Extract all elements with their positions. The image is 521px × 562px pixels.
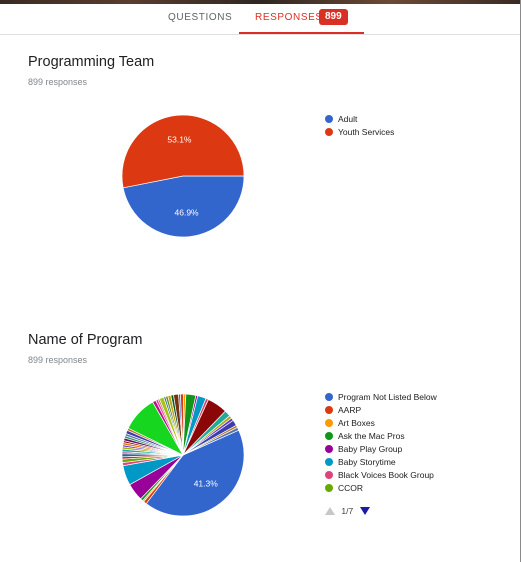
- legend-item: Art Boxes: [325, 417, 437, 430]
- tab-questions[interactable]: QUESTIONS: [168, 12, 233, 23]
- legend-color-swatch: [325, 128, 333, 136]
- legend-label: Program Not Listed Below: [338, 392, 437, 402]
- response-count: 899 responses: [28, 355, 88, 365]
- pie-slice: [122, 175, 245, 238]
- legend-item: CCOR: [325, 482, 437, 495]
- legend-prev-page-icon[interactable]: [325, 506, 335, 515]
- legend-color-swatch: [325, 393, 333, 401]
- legend-color-swatch: [325, 484, 333, 492]
- pie-slice-label: 41.3%: [194, 479, 219, 489]
- legend-label: AARP: [338, 405, 362, 415]
- active-tab-indicator: [239, 32, 364, 34]
- legend-label: Baby Play Group: [338, 444, 403, 454]
- legend-item: Baby Storytime: [325, 456, 437, 469]
- legend-color-swatch: [325, 445, 333, 453]
- response-count: 899 responses: [28, 77, 88, 87]
- legend-page-indicator: 1/7: [341, 505, 354, 516]
- program-name-pie-chart: 41.3%: [121, 393, 245, 517]
- legend-item: AARP: [325, 404, 437, 417]
- pie-slice-label: 46.9%: [175, 207, 200, 217]
- responses-count-badge: 899: [319, 9, 348, 25]
- pie-slice: [182, 426, 240, 456]
- legend-label: Ask the Mac Pros: [338, 431, 405, 441]
- legend-label: Adult: [338, 114, 358, 124]
- legend-item: Ask the Mac Pros: [325, 430, 437, 443]
- question-title: Programming Team: [28, 54, 155, 70]
- question-title: Name of Program: [28, 332, 143, 348]
- pie-slice: [121, 114, 245, 189]
- legend-item: Youth Services: [325, 126, 394, 139]
- programming-team-legend: Adult Youth Services: [325, 113, 394, 139]
- header-image-strip: [0, 0, 521, 4]
- legend-color-swatch: [325, 419, 333, 427]
- program-name-legend: Program Not Listed Below AARP Art Boxes Ask…: [325, 391, 437, 495]
- legend-label: Black Voices Book Group: [338, 470, 434, 480]
- tab-responses-label: RESPONSES: [255, 12, 323, 23]
- legend-item: Baby Play Group: [325, 443, 437, 456]
- legend-label: Baby Storytime: [338, 457, 396, 467]
- legend-color-swatch: [325, 432, 333, 440]
- legend-item: Program Not Listed Below: [325, 391, 437, 404]
- legend-pager: 1/7: [325, 505, 370, 517]
- legend-item: Black Voices Book Group: [325, 469, 437, 482]
- legend-item: Adult: [325, 113, 394, 126]
- programming-team-pie-chart: 46.9% 53.1%: [121, 114, 245, 238]
- tab-responses[interactable]: RESPONSES 899: [239, 4, 364, 34]
- legend-label: CCOR: [338, 483, 364, 493]
- legend-color-swatch: [325, 406, 333, 414]
- legend-color-swatch: [325, 471, 333, 479]
- legend-color-swatch: [325, 115, 333, 123]
- legend-next-page-icon[interactable]: [359, 506, 370, 515]
- tab-bar: QUESTIONS RESPONSES 899: [0, 4, 521, 35]
- legend-color-swatch: [325, 458, 333, 466]
- legend-label: Art Boxes: [338, 418, 375, 428]
- pie-slice: [145, 429, 245, 517]
- legend-label: Youth Services: [338, 127, 395, 137]
- pie-slice-label: 53.1%: [167, 135, 192, 145]
